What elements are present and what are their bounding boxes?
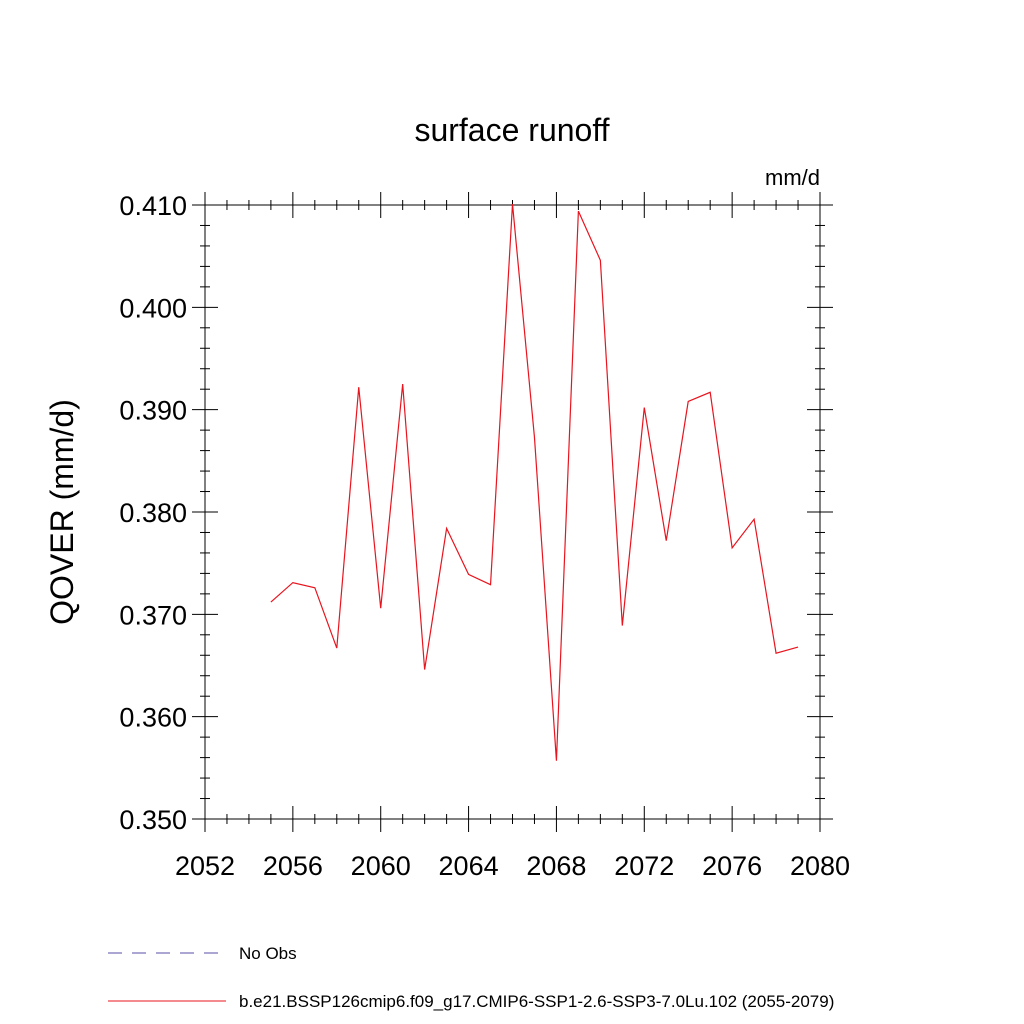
y-tick-label: 0.400 <box>119 293 187 323</box>
y-tick-label: 0.370 <box>119 600 187 630</box>
x-tick-label: 2076 <box>702 851 762 881</box>
y-tick-label: 0.390 <box>119 396 187 426</box>
y-tick-label: 0.350 <box>119 805 187 835</box>
x-tick-label: 2052 <box>175 851 235 881</box>
x-tick-label: 2060 <box>351 851 411 881</box>
y-tick-label: 0.410 <box>119 191 187 221</box>
legend-label-no-obs: No Obs <box>239 944 297 963</box>
y-tick-label: 0.360 <box>119 703 187 733</box>
x-tick-label: 2056 <box>263 851 323 881</box>
axis-ticks <box>192 192 833 832</box>
x-tick-label: 2080 <box>790 851 850 881</box>
x-tick-label: 2072 <box>614 851 674 881</box>
y-tick-label: 0.380 <box>119 498 187 528</box>
series-layer <box>270 203 799 761</box>
chart-title: surface runoff <box>414 112 609 148</box>
legend-label-series: b.e21.BSSP126cmip6.f09_g17.CMIP6-SSP1-2.… <box>239 992 834 1011</box>
y-axis-label: QOVER (mm/d) <box>44 399 80 625</box>
units-label: mm/d <box>765 165 820 190</box>
x-tick-label: 2068 <box>526 851 586 881</box>
series-line-0 <box>270 203 799 761</box>
legend: No Obs b.e21.BSSP126cmip6.f09_g17.CMIP6-… <box>108 944 834 1011</box>
x-tick-label: 2064 <box>439 851 499 881</box>
plot-frame <box>204 204 821 820</box>
tick-labels: 2052 2056 2060 2064 2068 2072 2076 2080 0.350 0.3… <box>119 191 850 881</box>
